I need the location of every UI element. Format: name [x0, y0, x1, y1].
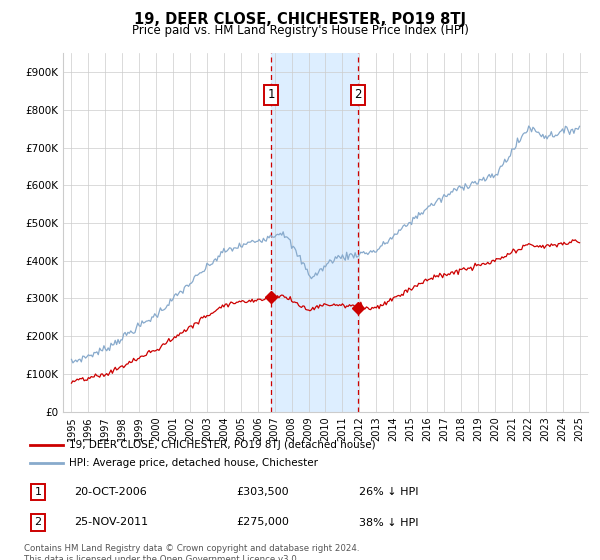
Text: 19, DEER CLOSE, CHICHESTER, PO19 8TJ: 19, DEER CLOSE, CHICHESTER, PO19 8TJ [134, 12, 466, 27]
Text: Price paid vs. HM Land Registry's House Price Index (HPI): Price paid vs. HM Land Registry's House … [131, 24, 469, 36]
Text: 2: 2 [354, 88, 361, 101]
Text: 1: 1 [34, 487, 41, 497]
Bar [271, 53, 358, 412]
Text: 19, DEER CLOSE, CHICHESTER, PO19 8TJ (detached house): 19, DEER CLOSE, CHICHESTER, PO19 8TJ (de… [68, 440, 375, 450]
Text: 2: 2 [34, 517, 41, 528]
Text: £275,000: £275,000 [236, 517, 289, 528]
Text: Contains HM Land Registry data © Crown copyright and database right 2024.
This d: Contains HM Land Registry data © Crown c… [24, 544, 359, 560]
Text: 20-OCT-2006: 20-OCT-2006 [74, 487, 147, 497]
Text: £303,500: £303,500 [236, 487, 289, 497]
Text: 26% ↓ HPI: 26% ↓ HPI [359, 487, 418, 497]
Text: 25-NOV-2011: 25-NOV-2011 [74, 517, 148, 528]
Text: HPI: Average price, detached house, Chichester: HPI: Average price, detached house, Chic… [68, 458, 317, 468]
Text: 38% ↓ HPI: 38% ↓ HPI [359, 517, 418, 528]
Text: 1: 1 [268, 88, 275, 101]
